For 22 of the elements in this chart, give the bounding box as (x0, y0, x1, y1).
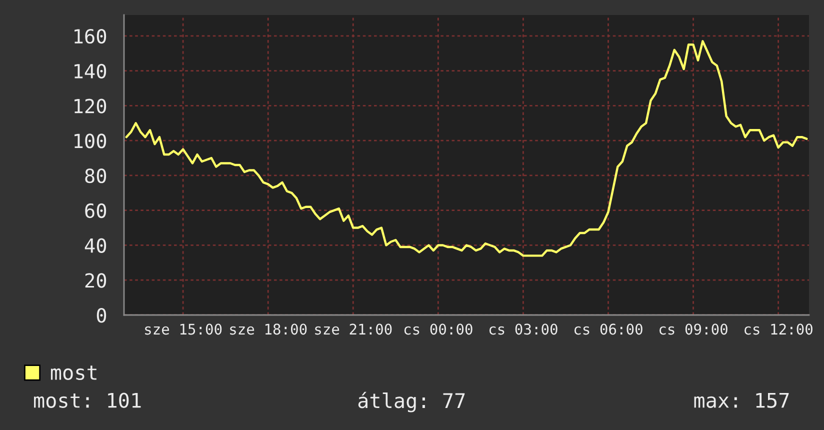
y-tick-label: 140 (74, 64, 106, 79)
y-tick-label: 80 (85, 168, 106, 184)
x-tick-label: cs 00:00 (404, 324, 472, 335)
x-tick-label: sze 21:00 (315, 324, 392, 335)
x-tick-label: sze 15:00 (145, 324, 222, 335)
y-tick-label: 40 (84, 238, 106, 253)
y-tick-label: 20 (85, 273, 106, 288)
text: max: 157 (694, 392, 789, 408)
x-tick-label: cs 12:00 (744, 324, 812, 335)
text: átlag: 77 (358, 392, 465, 412)
x-tick-label: cs 03:00 (489, 324, 558, 335)
line-series (125, 40, 808, 257)
y-tick-label: 60 (85, 203, 106, 218)
y-tick-label: 100 (74, 134, 106, 148)
x-tick-label: cs 06:00 (574, 324, 642, 335)
text: most: 101 (34, 392, 141, 408)
y-tick-label: 120 (74, 98, 106, 114)
y-tick-label: 160 (74, 28, 106, 44)
x-tick-label: cs 09:00 (660, 324, 728, 335)
x-tick-label: sze 18:00 (230, 324, 307, 335)
legend-label: most (50, 366, 96, 380)
y-tick-label: 0 (96, 308, 106, 323)
